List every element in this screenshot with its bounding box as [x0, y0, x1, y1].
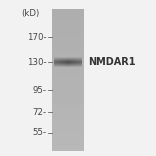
Text: 55-: 55-: [33, 128, 47, 137]
Text: 130-: 130-: [27, 58, 47, 67]
Text: (kD): (kD): [21, 9, 39, 18]
Text: 170-: 170-: [27, 33, 47, 42]
Text: NMDAR1: NMDAR1: [88, 57, 136, 67]
Text: 72-: 72-: [33, 108, 47, 117]
Text: 95-: 95-: [33, 86, 47, 95]
